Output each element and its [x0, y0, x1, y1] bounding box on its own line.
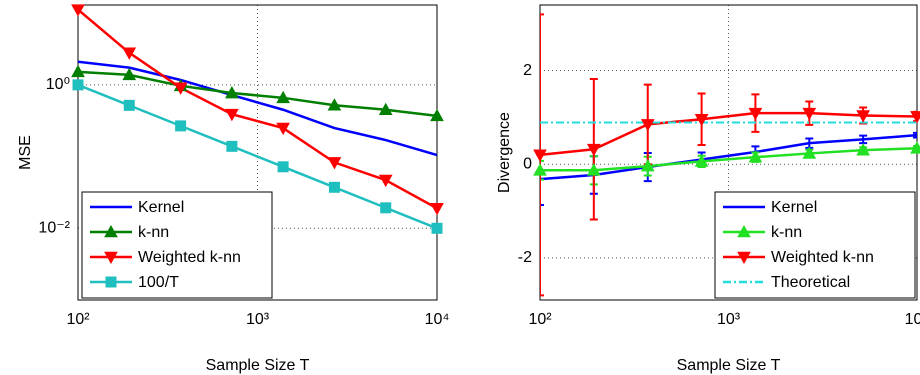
legend-marker [104, 224, 118, 238]
legend-label: Kernel [138, 199, 184, 216]
marker [378, 174, 393, 188]
marker [694, 113, 709, 127]
marker [431, 222, 443, 234]
marker [277, 161, 289, 173]
y-tick-label: 0 [523, 155, 532, 172]
legend-label: Kernel [771, 199, 817, 216]
marker [856, 110, 870, 123]
marker [380, 202, 392, 214]
marker [71, 64, 85, 78]
marker [276, 122, 290, 136]
legend-marker [737, 224, 751, 238]
x-tick-label: 10³ [246, 311, 270, 328]
marker [327, 98, 342, 111]
marker [802, 146, 817, 159]
legend-label: Theoretical [771, 274, 850, 291]
error-bar [913, 131, 917, 139]
y-tick-label: 10⁰ [46, 76, 70, 93]
y-tick-label: 10⁻² [38, 220, 70, 237]
marker [378, 102, 393, 116]
marker [173, 82, 188, 95]
series-line [78, 83, 437, 230]
series-layer [78, 8, 437, 230]
marker [71, 4, 85, 17]
marker [276, 90, 290, 104]
x-tick-label: 10² [66, 311, 90, 328]
series-line [78, 8, 437, 210]
series-layer [540, 13, 917, 297]
marker [122, 67, 137, 81]
x-tick-label: 10² [528, 311, 552, 328]
marker [640, 119, 655, 132]
error-bar [540, 159, 544, 181]
legend-marker [105, 276, 117, 288]
marker [694, 154, 709, 167]
marker [910, 111, 920, 124]
marker [123, 99, 135, 111]
marker [225, 108, 239, 122]
legend-label: 100/T [138, 274, 179, 291]
series-line [78, 60, 437, 157]
y-tick-label: -2 [518, 249, 532, 266]
legend-marker [737, 251, 751, 265]
legend-label: k-nn [138, 224, 169, 241]
x-tick-label: 10⁴ [905, 311, 920, 328]
error-bar [540, 13, 544, 297]
marker [430, 108, 444, 122]
legend-label: k-nn [771, 224, 802, 241]
marker [586, 163, 601, 176]
marker [748, 107, 763, 121]
marker [430, 203, 444, 216]
x-axis-label: Sample Size T [677, 357, 781, 374]
legend-box [714, 191, 916, 299]
y-axis-label: Divergence [496, 112, 513, 193]
legend-label: Weighted k-nn [771, 249, 874, 266]
marker [72, 79, 84, 91]
marker [856, 143, 870, 156]
series-line [540, 111, 917, 157]
y-axis-label: MSE [17, 135, 34, 170]
plot-frame [77, 4, 438, 301]
marker [225, 85, 239, 99]
marker [122, 47, 137, 60]
marker [640, 159, 655, 172]
legend-marker [104, 251, 118, 265]
marker [586, 143, 601, 157]
series-line [540, 147, 917, 172]
marker [327, 157, 342, 170]
series-line [540, 133, 917, 181]
marker [802, 107, 817, 121]
x-tick-label: 10³ [717, 311, 741, 328]
marker [328, 181, 340, 193]
marker [533, 163, 547, 176]
x-tick-label: 10⁴ [425, 311, 450, 328]
marker [748, 150, 763, 163]
marker [533, 149, 547, 162]
marker [910, 141, 920, 154]
x-axis-label: Sample Size T [206, 357, 310, 374]
y-tick-label: 2 [523, 62, 532, 79]
legend-label: Weighted k-nn [138, 249, 241, 266]
marker [226, 140, 238, 152]
series-line [78, 70, 437, 118]
marker [175, 120, 187, 132]
